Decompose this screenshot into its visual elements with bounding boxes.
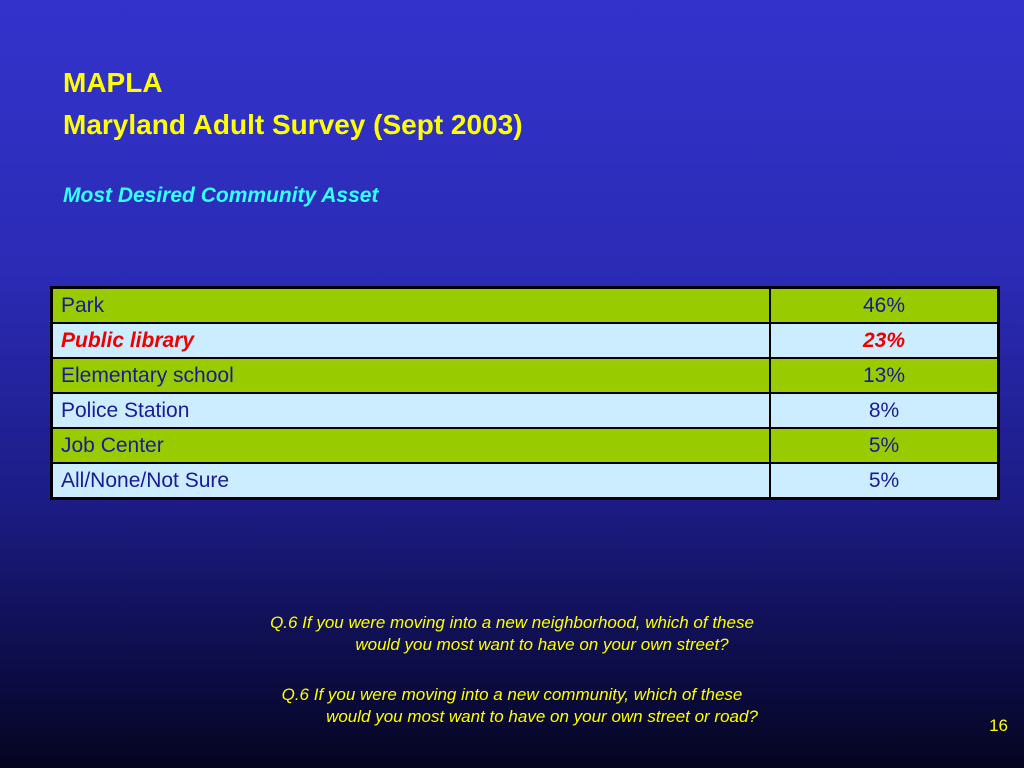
title-line-2: Maryland Adult Survey (Sept 2003) — [63, 109, 523, 140]
row-value: 23% — [769, 322, 1000, 359]
table-row: Park 46% — [50, 286, 1000, 324]
table-row: Police Station 8% — [50, 392, 1000, 429]
row-value: 8% — [769, 392, 1000, 429]
row-value: 46% — [769, 286, 1000, 324]
slide-subtitle: Most Desired Community Asset — [63, 184, 379, 207]
question-note-2: Q.6 If you were moving into a new commun… — [0, 684, 1024, 728]
table-row: Elementary school 13% — [50, 357, 1000, 394]
question-line-2: would you most want to have on your own … — [326, 707, 758, 726]
slide-title: MAPLA Maryland Adult Survey (Sept 2003) — [63, 62, 523, 146]
page-number: 16 — [989, 716, 1008, 735]
row-label: Police Station — [50, 392, 771, 429]
table-row: All/None/Not Sure 5% — [50, 462, 1000, 500]
survey-results-table: Park 46% Public library 23% Elementary s… — [50, 286, 1000, 500]
title-line-1: MAPLA — [63, 67, 163, 98]
row-label: Park — [50, 286, 771, 324]
row-label: Job Center — [50, 427, 771, 464]
question-line-2: would you most want to have on your own … — [355, 635, 729, 654]
row-value: 13% — [769, 357, 1000, 394]
row-value: 5% — [769, 427, 1000, 464]
table-row-highlighted: Public library 23% — [50, 322, 1000, 359]
row-label: Public library — [50, 322, 771, 359]
table-row: Job Center 5% — [50, 427, 1000, 464]
question-line-1: Q.6 If you were moving into a new commun… — [281, 685, 743, 704]
question-line-1: Q.6 If you were moving into a new neighb… — [270, 613, 754, 632]
question-note-1: Q.6 If you were moving into a new neighb… — [0, 612, 1024, 656]
row-label: Elementary school — [50, 357, 771, 394]
row-label: All/None/Not Sure — [50, 462, 771, 500]
row-value: 5% — [769, 462, 1000, 500]
